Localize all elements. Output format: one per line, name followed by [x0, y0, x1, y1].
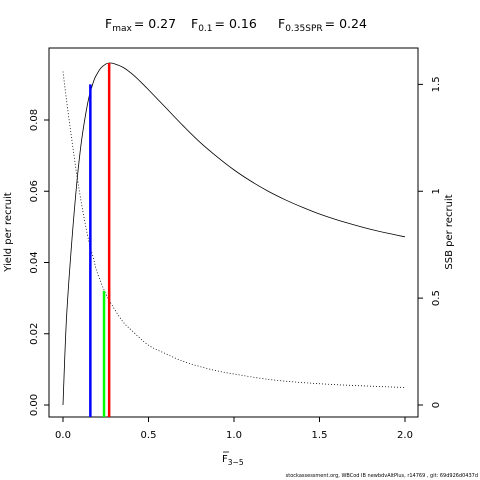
y-axis-left: 0.00 0.02 0.04 0.06 0.08 — [29, 109, 49, 416]
x-tick-label: 1.0 — [226, 430, 242, 441]
ssb-per-recruit-curve — [62, 71, 406, 388]
title-fspr-value: = 0.24 — [325, 16, 367, 31]
x-axis-title: F3−5 — [222, 454, 244, 467]
y-left-tick-label: 0.02 — [29, 323, 40, 345]
x-axis-title-sub: 3−5 — [228, 458, 244, 467]
yield-per-recruit-curve — [62, 62, 406, 406]
title-f01-sub: 0.1 — [198, 24, 212, 34]
title-fmax-value: = 0.27 — [134, 16, 176, 31]
title-fspr-main: F — [278, 16, 285, 31]
title-fmax-main: F — [105, 16, 112, 31]
y-axis-left-title: Yield per recruit — [3, 192, 14, 273]
reference-lines — [89, 63, 111, 417]
x-tick-label: 0.5 — [141, 430, 157, 441]
series-layer — [62, 62, 406, 406]
title-f01-main: F — [191, 16, 198, 31]
x-tick-label: 2.0 — [397, 430, 413, 441]
x-axis-title-main: F — [222, 454, 228, 465]
x-tick-label: 0.0 — [55, 430, 71, 441]
y-axis-right: 0 0.5 1 1.5 — [418, 76, 442, 408]
x-tick-label: 1.5 — [312, 430, 328, 441]
y-left-tick-label: 0.08 — [29, 109, 40, 131]
chart-title: Fmax = 0.27 F0.1 = 0.16 F0.35SPR = 0.24 — [105, 16, 367, 34]
title-f01-value: = 0.16 — [215, 16, 257, 31]
y-left-tick-label: 0.06 — [29, 180, 40, 202]
y-left-tick-label: 0.04 — [29, 251, 40, 273]
y-right-tick-label: 0 — [431, 402, 442, 408]
y-right-tick-label: 0.5 — [431, 290, 442, 306]
y-left-tick-label: 0.00 — [29, 394, 40, 416]
y-right-tick-label: 1 — [431, 188, 442, 194]
title-fmax-sub: max — [112, 24, 132, 34]
footer-note: stockassessment.org, WBCod IB newbdvAltP… — [286, 473, 478, 479]
title-fspr-sub: 0.35SPR — [285, 24, 322, 34]
y-right-tick-label: 1.5 — [431, 76, 442, 92]
y-axis-right-title: SSB per recruit — [444, 194, 455, 269]
x-axis: 0.0 0.5 1.0 1.5 2.0 — [55, 417, 413, 441]
